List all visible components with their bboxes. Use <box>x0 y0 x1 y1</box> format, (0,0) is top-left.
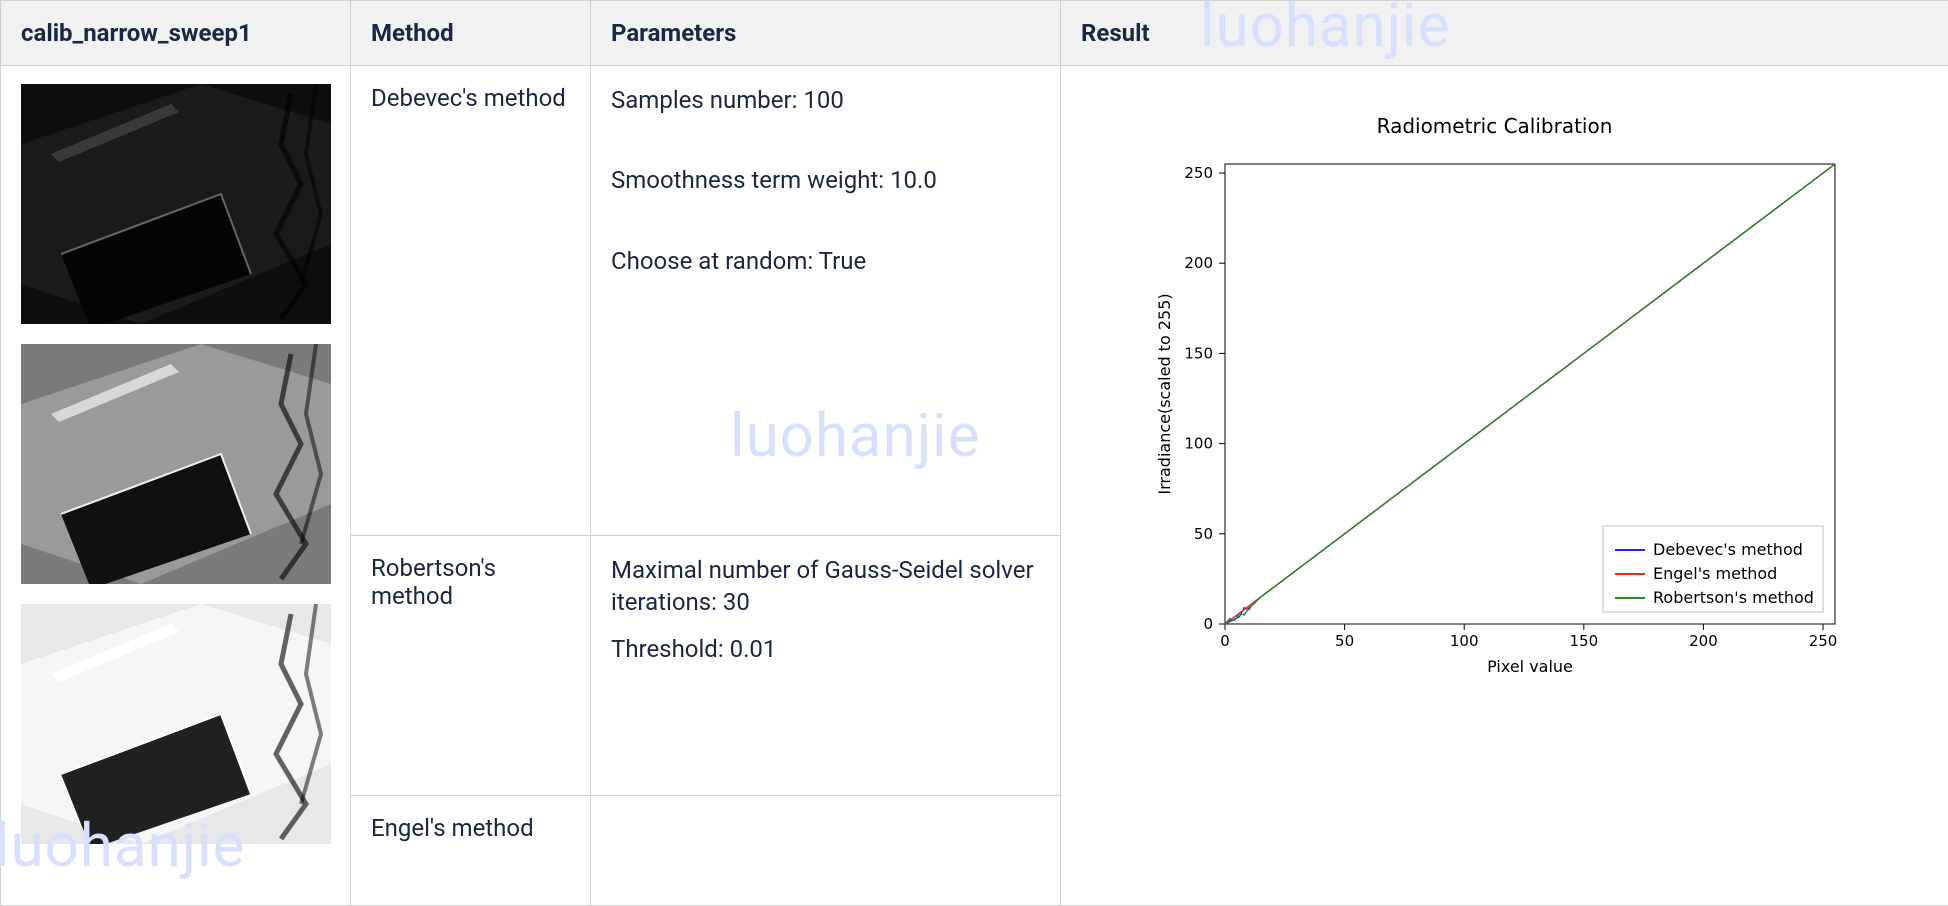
svg-text:Debevec's method: Debevec's method <box>1653 540 1803 559</box>
svg-text:200: 200 <box>1689 632 1718 650</box>
svg-text:100: 100 <box>1184 435 1213 453</box>
header-dataset: calib_narrow_sweep1 <box>1 1 351 66</box>
thumbnails-cell <box>1 66 351 906</box>
svg-text:Engel's method: Engel's method <box>1653 564 1777 583</box>
exposure-thumbnail <box>21 344 331 584</box>
parameter-line: Maximal number of Gauss-Seidel solver it… <box>611 554 1040 619</box>
table-header-row: calib_narrow_sweep1 Method Parameters Re… <box>1 1 1948 66</box>
radiometric-chart: 0 50 100 150 200 250 0 50 100 150 200 250 Pixel valu… <box>1135 144 1855 684</box>
svg-text:50: 50 <box>1335 632 1354 650</box>
svg-text:Irradiance(scaled to 255): Irradiance(scaled to 255) <box>1155 293 1174 494</box>
svg-text:50: 50 <box>1193 525 1212 543</box>
exposure-thumbnail <box>21 84 331 324</box>
parameter-line: Threshold: 0.01 <box>611 633 1040 665</box>
svg-text:250: 250 <box>1808 632 1837 650</box>
parameter-line: Choose at random: True <box>611 245 1040 277</box>
params-cell: Maximal number of Gauss-Seidel solver it… <box>591 536 1061 796</box>
svg-text:0: 0 <box>1203 615 1213 633</box>
method-cell: Robertson's method <box>351 536 591 796</box>
svg-text:Pixel value: Pixel value <box>1487 657 1573 676</box>
svg-text:0: 0 <box>1220 632 1230 650</box>
method-cell: Debevec's method <box>351 66 591 536</box>
result-cell: Radiometric Calibration 0501001502002500… <box>1061 66 1948 906</box>
chart-container: Radiometric Calibration 0501001502002500… <box>1081 84 1928 694</box>
svg-text:200: 200 <box>1184 254 1213 272</box>
exposure-thumbnail <box>21 604 331 844</box>
table-row: Debevec's method Samples number: 100 Smoo… <box>1 66 1948 536</box>
calibration-table: calib_narrow_sweep1 Method Parameters Re… <box>0 0 1948 906</box>
svg-text:150: 150 <box>1569 632 1598 650</box>
params-cell <box>591 796 1061 906</box>
svg-text:150: 150 <box>1184 344 1213 362</box>
svg-text:100: 100 <box>1449 632 1478 650</box>
parameter-line: Samples number: 100 <box>611 84 1040 116</box>
svg-text:250: 250 <box>1184 164 1213 182</box>
parameter-line: Smoothness term weight: 10.0 <box>611 164 1040 196</box>
header-result: Result <box>1061 1 1948 66</box>
params-cell: Samples number: 100 Smoothness term weigh… <box>591 66 1061 536</box>
svg-text:Robertson's method: Robertson's method <box>1653 588 1814 607</box>
header-params: Parameters <box>591 1 1061 66</box>
method-cell: Engel's method <box>351 796 591 906</box>
header-method: Method <box>351 1 591 66</box>
chart-title: Radiometric Calibration <box>1091 114 1898 138</box>
